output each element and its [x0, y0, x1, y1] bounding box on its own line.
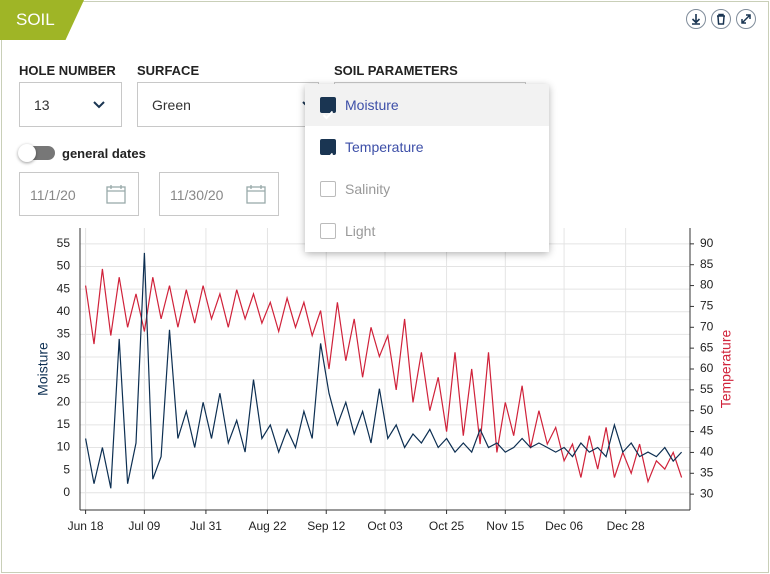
end-date[interactable]: 11/30/20	[159, 172, 279, 216]
download-button[interactable]	[686, 9, 706, 29]
y2-tick-label: 55	[700, 382, 714, 396]
y2-tick-label: 35	[700, 465, 714, 479]
y2-tick-label: 80	[700, 278, 714, 292]
y2-tick-label: 50	[700, 403, 714, 417]
option[interactable]: Light	[305, 210, 549, 252]
y2-tick-label: 90	[700, 236, 714, 250]
option[interactable]: Temperature	[305, 126, 549, 168]
y2-tick-label: 70	[700, 319, 714, 333]
y-tick-label: 40	[57, 304, 71, 318]
date-value: 11/30/20	[170, 187, 224, 203]
date-value: 11/1/20	[30, 187, 76, 203]
y2-tick-label: 65	[700, 340, 714, 354]
hole-select[interactable]: 13	[19, 82, 122, 127]
y-tick-label: 50	[57, 259, 71, 273]
y2-tick-label: 60	[700, 361, 714, 375]
option-label: Temperature	[345, 139, 424, 155]
y-tick-label: 15	[57, 417, 71, 431]
x-tick-label: Jul 31	[190, 519, 222, 533]
parameters-dropdown: Moisture Temperature Salinity Light	[305, 84, 549, 252]
option-label: Salinity	[345, 181, 391, 197]
y-tick-label: 5	[63, 462, 70, 476]
x-tick-label: Aug 22	[248, 519, 286, 533]
delete-button[interactable]	[711, 9, 731, 29]
x-tick-label: Oct 25	[429, 519, 465, 533]
y-tick-label: 10	[57, 440, 71, 454]
y2-tick-label: 45	[700, 424, 714, 438]
option[interactable]: Salinity	[305, 168, 549, 210]
y2-tick-label: 30	[700, 486, 714, 500]
checkbox[interactable]	[320, 223, 336, 239]
x-tick-label: Oct 03	[367, 519, 403, 533]
series-line	[85, 268, 683, 484]
option[interactable]: Moisture	[305, 84, 549, 126]
x-tick-label: Nov 15	[486, 519, 524, 533]
y2-tick-label: 75	[700, 299, 714, 313]
x-tick-label: Dec 06	[545, 519, 583, 533]
y2-axis-label: Temperature	[718, 329, 734, 408]
toggle[interactable]	[18, 144, 55, 162]
toggle-label: general dates	[62, 146, 146, 161]
x-tick-label: Jul 09	[128, 519, 160, 533]
x-tick-label: Jun 18	[68, 519, 104, 533]
surface-select[interactable]: Green	[137, 82, 319, 127]
checkbox[interactable]	[320, 97, 336, 120]
y-tick-label: 55	[57, 236, 71, 250]
x-tick-label: Dec 28	[607, 519, 645, 533]
y-tick-label: 25	[57, 372, 71, 386]
field-label: SURFACE	[137, 63, 200, 78]
select-value: Green	[152, 97, 191, 113]
x-tick-label: Sep 12	[307, 519, 345, 533]
y2-tick-label: 40	[700, 445, 714, 459]
expand-button[interactable]	[736, 9, 756, 29]
option-label: Light	[345, 223, 376, 239]
y-tick-label: 45	[57, 281, 71, 295]
checkbox[interactable]	[320, 181, 336, 197]
y2-tick-label: 85	[700, 257, 714, 271]
select-value: 13	[34, 97, 50, 113]
start-date[interactable]: 11/1/20	[19, 172, 139, 216]
y-axis-label: Moisture	[35, 342, 51, 396]
y-tick-label: 30	[57, 349, 71, 363]
option-label: Moisture	[345, 97, 399, 113]
checkbox[interactable]	[320, 139, 336, 162]
field-label: SOIL PARAMETERS	[334, 63, 458, 78]
field-label: HOLE NUMBER	[19, 63, 116, 78]
series-line	[85, 252, 683, 489]
y-tick-label: 35	[57, 327, 71, 341]
y-tick-label: 0	[63, 485, 70, 499]
y-tick-label: 20	[57, 394, 71, 408]
